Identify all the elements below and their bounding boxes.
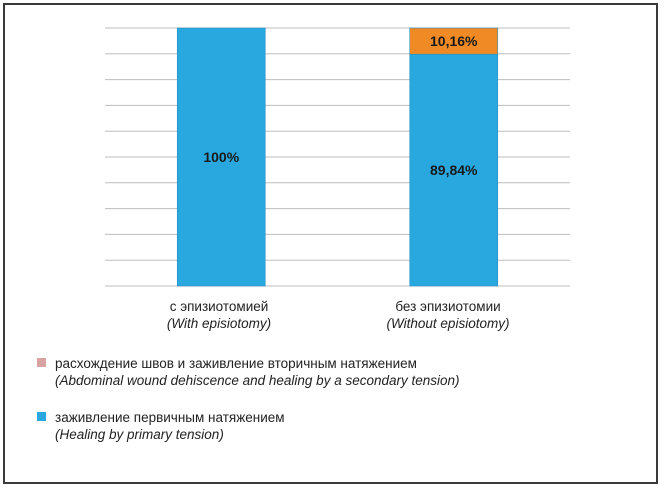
data-label: 100% <box>203 149 239 165</box>
data-label: 89,84% <box>430 162 478 178</box>
legend-label-en: (Healing by primary tension) <box>55 427 224 442</box>
category-label-en: (With episiotomy) <box>166 316 272 331</box>
category-label-without-episiotomy: без эпизиотомии (Without episiotomy) <box>328 298 568 332</box>
legend-swatch-icon <box>37 412 46 421</box>
bar-segment <box>409 53 499 287</box>
chart-frame: 100% 89,84% 10,16% с эпизиотомией (With ep… <box>3 3 658 484</box>
legend-swatch-icon <box>37 358 46 367</box>
category-label-ru: с эпизиотомией <box>169 299 269 314</box>
stacked-bar-chart: 100% 89,84% 10,16% <box>105 27 570 287</box>
bar-segment <box>409 27 499 55</box>
legend-label-ru: заживление первичным натяжением <box>55 410 285 425</box>
category-label-en: (Without episiotomy) <box>386 316 510 331</box>
legend-label-ru: расхождение швов и заживление вторичным … <box>55 356 417 371</box>
bar-segment <box>176 27 266 287</box>
data-label: 10,16% <box>430 33 478 49</box>
legend-label-en: (Abdominal wound dehiscence and healing … <box>55 373 460 388</box>
category-label-with-episiotomy: с эпизиотомией (With episiotomy) <box>99 298 339 332</box>
category-label-ru: без эпизиотомии <box>395 299 501 314</box>
